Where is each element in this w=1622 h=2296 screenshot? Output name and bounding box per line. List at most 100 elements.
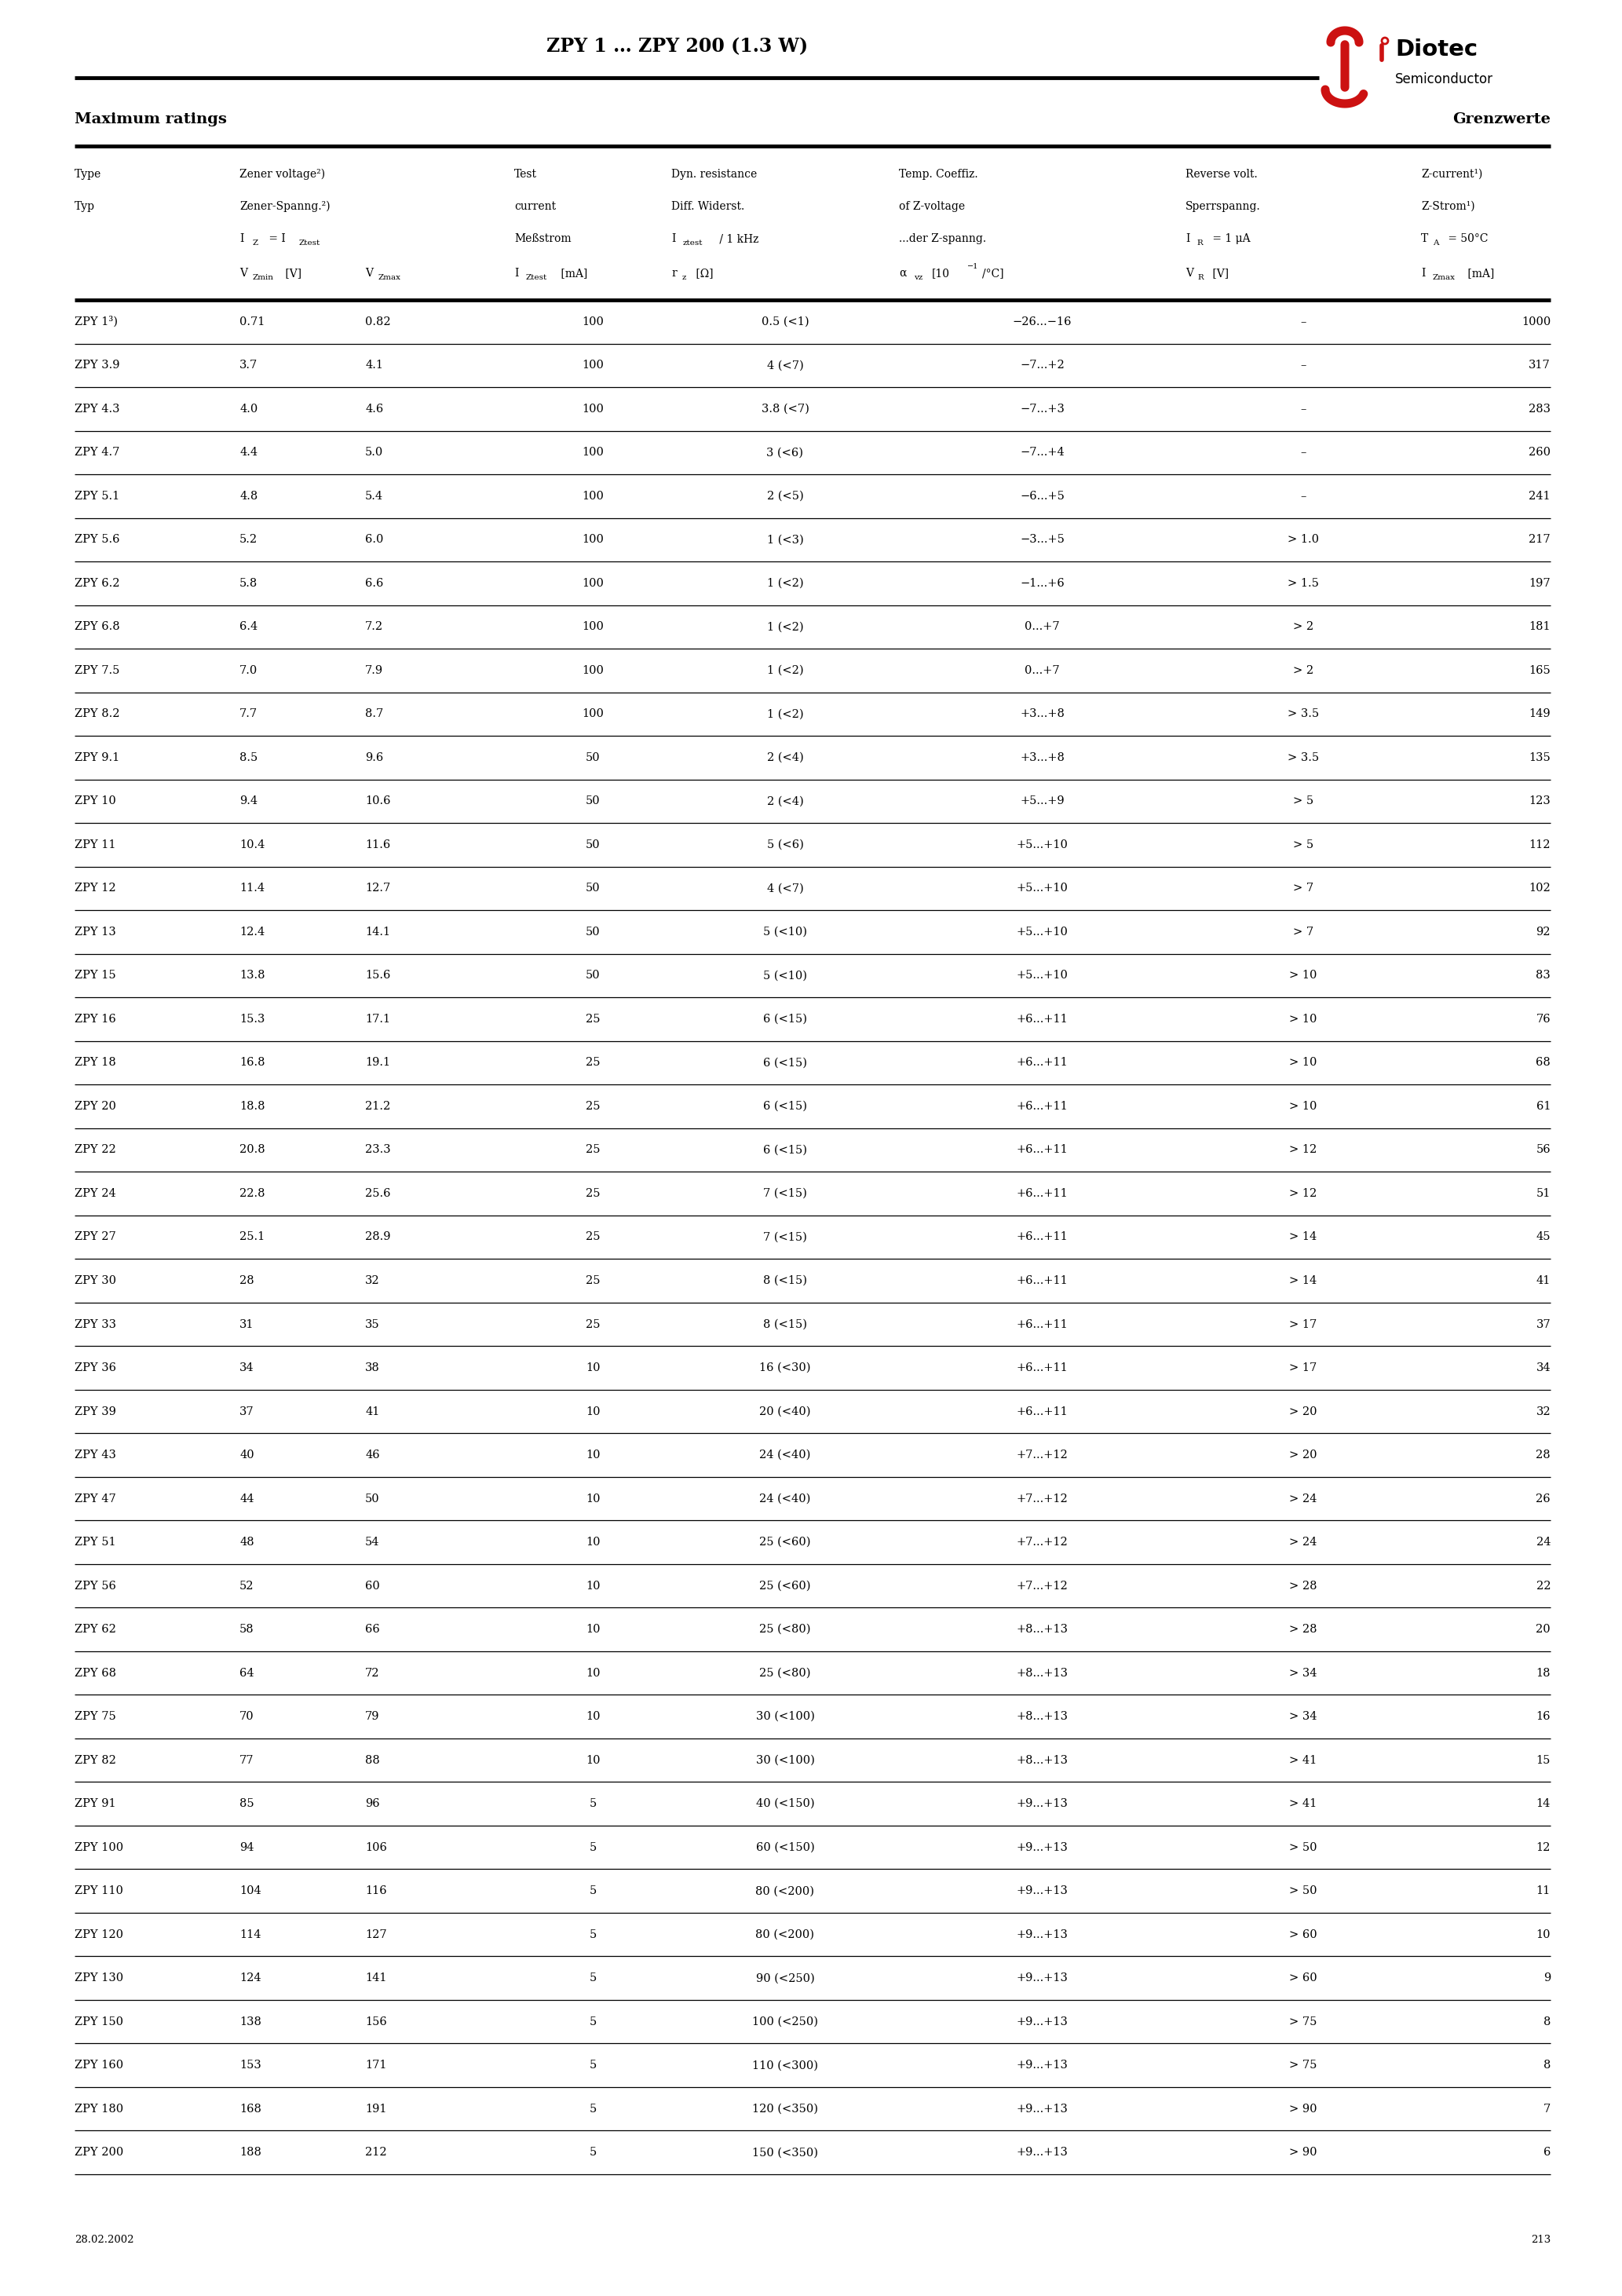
Text: ZPY 5.1: ZPY 5.1 <box>75 491 120 501</box>
Text: 7.9: 7.9 <box>365 666 383 675</box>
Text: > 20: > 20 <box>1289 1449 1317 1460</box>
Text: 50: 50 <box>586 840 600 850</box>
Text: 0...+7: 0...+7 <box>1025 622 1059 631</box>
Text: +7...+12: +7...+12 <box>1017 1536 1067 1548</box>
Text: ZPY 47: ZPY 47 <box>75 1492 117 1504</box>
Text: 30 (<100): 30 (<100) <box>756 1711 814 1722</box>
Text: ZPY 15: ZPY 15 <box>75 971 115 980</box>
Text: –: – <box>1301 404 1306 413</box>
Text: +9...+13: +9...+13 <box>1017 2060 1067 2071</box>
Text: 100: 100 <box>582 666 603 675</box>
Text: 5: 5 <box>589 1885 597 1896</box>
Text: 64: 64 <box>240 1667 255 1678</box>
Text: [10: [10 <box>933 269 950 278</box>
Text: 25: 25 <box>586 1056 600 1068</box>
Text: 79: 79 <box>365 1711 380 1722</box>
Text: 22.8: 22.8 <box>240 1187 264 1199</box>
Text: –: – <box>1301 317 1306 328</box>
Text: of Z-voltage: of Z-voltage <box>899 202 965 211</box>
Text: 30 (<100): 30 (<100) <box>756 1754 814 1766</box>
Text: > 41: > 41 <box>1289 1754 1317 1766</box>
Text: 3.8 (<7): 3.8 (<7) <box>761 404 809 413</box>
Text: > 1.0: > 1.0 <box>1288 535 1319 544</box>
Text: 6.4: 6.4 <box>240 622 258 631</box>
Text: 141: 141 <box>365 1972 386 1984</box>
Text: /°C]: /°C] <box>983 269 1004 278</box>
Text: Zmax: Zmax <box>378 273 401 280</box>
Text: 25: 25 <box>586 1318 600 1329</box>
Text: 11: 11 <box>1536 1885 1551 1896</box>
Text: 66: 66 <box>365 1623 380 1635</box>
Text: 100: 100 <box>582 579 603 588</box>
Text: Ztest: Ztest <box>298 239 320 246</box>
Text: 4.8: 4.8 <box>240 491 258 501</box>
Text: 2 (<5): 2 (<5) <box>767 491 803 501</box>
Text: T: T <box>1421 234 1429 243</box>
Text: Meßstrom: Meßstrom <box>514 234 571 243</box>
Text: 11.6: 11.6 <box>365 840 391 850</box>
Text: 153: 153 <box>240 2060 261 2071</box>
Text: 10: 10 <box>586 1711 600 1722</box>
Text: ZPY 39: ZPY 39 <box>75 1405 117 1417</box>
Text: 317: 317 <box>1530 360 1551 372</box>
Text: 0.71: 0.71 <box>240 317 264 328</box>
Text: r: r <box>672 269 676 278</box>
Text: 4.4: 4.4 <box>240 448 258 457</box>
Text: −3...+5: −3...+5 <box>1020 535 1064 544</box>
Text: 90 (<250): 90 (<250) <box>756 1972 814 1984</box>
Text: 25 (<80): 25 (<80) <box>759 1667 811 1678</box>
Text: 6 (<15): 6 (<15) <box>762 1056 808 1068</box>
Text: > 24: > 24 <box>1289 1492 1317 1504</box>
Text: 28: 28 <box>1536 1449 1551 1460</box>
Text: > 10: > 10 <box>1289 1056 1317 1068</box>
Text: ZPY 6.2: ZPY 6.2 <box>75 579 120 588</box>
Text: –: – <box>1301 491 1306 501</box>
Text: –: – <box>1301 448 1306 457</box>
Text: ZPY 1³): ZPY 1³) <box>75 317 118 328</box>
Text: > 14: > 14 <box>1289 1231 1317 1242</box>
Text: +8...+13: +8...+13 <box>1017 1667 1069 1678</box>
Text: +3...+8: +3...+8 <box>1020 709 1064 719</box>
Text: 149: 149 <box>1530 709 1551 719</box>
Text: ZPY 130: ZPY 130 <box>75 1972 123 1984</box>
Text: 32: 32 <box>365 1274 380 1286</box>
Text: > 50: > 50 <box>1289 1885 1317 1896</box>
Text: [mA]: [mA] <box>1463 269 1494 278</box>
Text: 13.8: 13.8 <box>240 971 264 980</box>
Text: ZPY 27: ZPY 27 <box>75 1231 117 1242</box>
Text: 4 (<7): 4 (<7) <box>767 884 803 893</box>
Text: 10: 10 <box>586 1449 600 1460</box>
Text: > 3.5: > 3.5 <box>1288 753 1319 762</box>
Text: 3 (<6): 3 (<6) <box>767 448 803 457</box>
Text: −7...+3: −7...+3 <box>1020 404 1064 413</box>
Text: 11.4: 11.4 <box>240 884 264 893</box>
Text: 51: 51 <box>1536 1187 1551 1199</box>
Text: 25: 25 <box>586 1274 600 1286</box>
Text: 10: 10 <box>586 1536 600 1548</box>
Text: +5...+10: +5...+10 <box>1017 884 1067 893</box>
Text: 70: 70 <box>240 1711 255 1722</box>
Text: 50: 50 <box>586 884 600 893</box>
Text: 25: 25 <box>586 1013 600 1024</box>
Text: 16 (<30): 16 (<30) <box>759 1362 811 1373</box>
Text: 5: 5 <box>589 1798 597 1809</box>
Text: I: I <box>672 234 675 243</box>
Text: 25: 25 <box>586 1100 600 1111</box>
Text: V: V <box>365 269 373 278</box>
Text: 10: 10 <box>586 1362 600 1373</box>
Text: > 60: > 60 <box>1289 1929 1317 1940</box>
Text: ZPY 4.3: ZPY 4.3 <box>75 404 120 413</box>
Text: −1: −1 <box>967 262 978 269</box>
Text: +9...+13: +9...+13 <box>1017 1885 1067 1896</box>
Text: 15.6: 15.6 <box>365 971 391 980</box>
Text: 4.0: 4.0 <box>240 404 258 413</box>
Text: 8 (<15): 8 (<15) <box>762 1274 808 1286</box>
Text: ...der Z-spanng.: ...der Z-spanng. <box>899 234 986 243</box>
Text: 50: 50 <box>365 1492 380 1504</box>
Text: 102: 102 <box>1530 884 1551 893</box>
Text: 112: 112 <box>1530 840 1551 850</box>
Text: 197: 197 <box>1530 579 1551 588</box>
Text: 16: 16 <box>1536 1711 1551 1722</box>
Text: +5...+9: +5...+9 <box>1020 797 1064 806</box>
Text: +5...+10: +5...+10 <box>1017 971 1067 980</box>
